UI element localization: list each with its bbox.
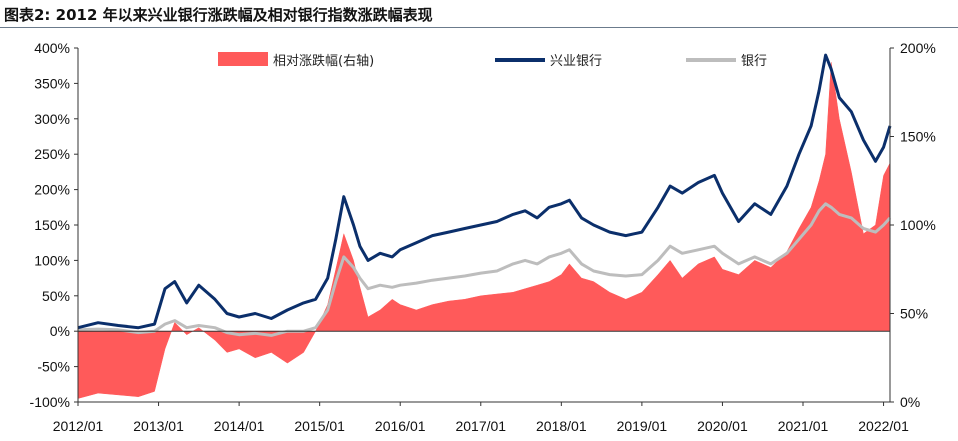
relative-change-area (77, 62, 891, 399)
x-tick-label: 2021/01 (778, 418, 829, 434)
x-tick-label: 2012/01 (53, 418, 104, 434)
legend: 相对涨跌幅(右轴) 兴业银行 银行 (218, 52, 767, 69)
right-y-tick-label: 0% (900, 394, 920, 410)
right-y-tick-label: 200% (900, 40, 936, 56)
axes-layer: -100% -50% 0% 50% 100% 150% 200% 250% 300% 350% 40… (30, 40, 936, 434)
left-y-tick-label: 50% (42, 288, 70, 304)
title-divider (0, 27, 958, 28)
cib-line (77, 53, 892, 330)
x-tick-label: 2017/01 (455, 418, 506, 434)
x-tick-label: 2015/01 (294, 418, 345, 434)
x-tick-label: 2018/01 (536, 418, 587, 434)
x-tick-label: 2022/01 (858, 418, 909, 434)
left-y-tick-label: -50% (37, 359, 70, 375)
x-tick-label: 2020/01 (697, 418, 748, 434)
left-y-tick-label: 350% (34, 75, 70, 91)
left-y-tick-label: -100% (30, 394, 70, 410)
left-y-tick-label: 0% (50, 323, 70, 339)
x-tick-label: 2019/01 (617, 418, 668, 434)
right-y-tick-label: 150% (900, 129, 936, 145)
line-series-layer (77, 53, 892, 337)
left-y-tick-label: 100% (34, 252, 70, 268)
legend-label: 兴业银行 (550, 54, 602, 69)
bank-index-line (77, 202, 892, 337)
right-y-tick-label: 50% (900, 306, 928, 322)
left-y-tick-label: 200% (34, 182, 70, 198)
x-tick-label: 2013/01 (133, 418, 184, 434)
legend-label: 相对涨跌幅(右轴) (273, 53, 374, 69)
figure-title: 图表2: 2012 年以来兴业银行涨跌幅及相对银行指数涨跌幅表现 (4, 6, 433, 24)
right-y-tick-label: 100% (900, 217, 936, 233)
legend-label: 银行 (741, 54, 767, 69)
left-y-tick-label: 300% (34, 111, 70, 127)
x-tick-label: 2016/01 (375, 418, 426, 434)
x-tick-label: 2014/01 (214, 418, 265, 434)
relative-area-layer (77, 62, 891, 399)
legend-swatch-relative (218, 52, 268, 66)
left-y-tick-label: 150% (34, 217, 70, 233)
left-y-tick-label: 400% (34, 40, 70, 56)
left-y-tick-label: 250% (34, 146, 70, 162)
